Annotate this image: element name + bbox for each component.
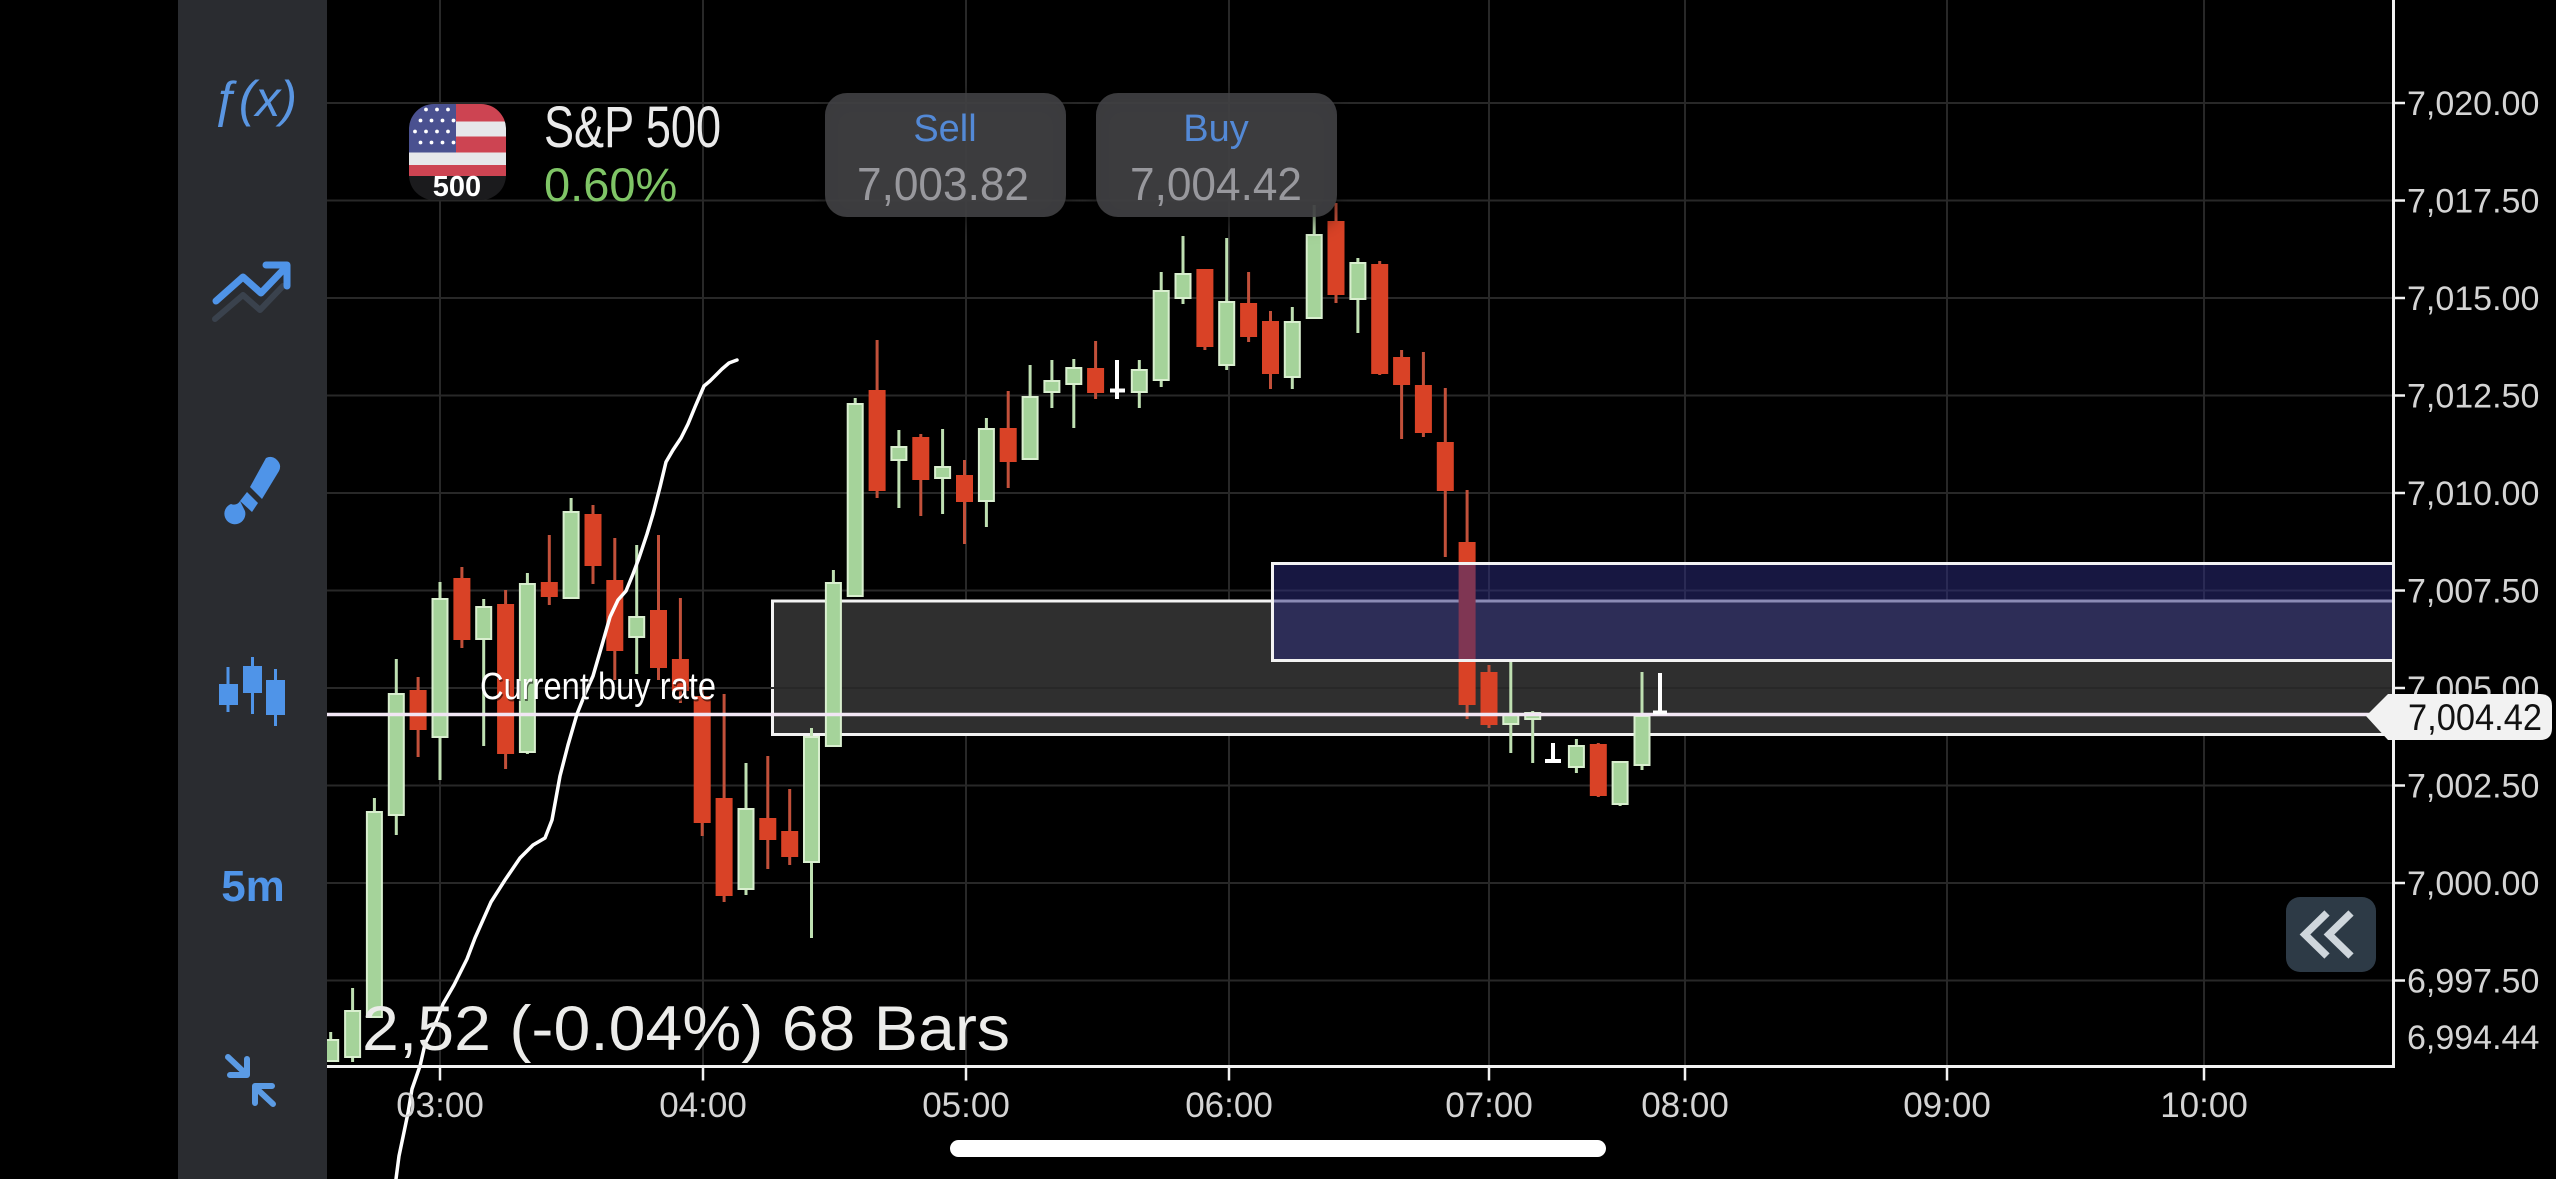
svg-text:6,994.44: 6,994.44 (2407, 1019, 2539, 1057)
svg-text:7,007.50: 7,007.50 (2407, 573, 2539, 611)
svg-text:10:00: 10:00 (2160, 1086, 2248, 1125)
svg-text:7,004.42: 7,004.42 (2408, 697, 2542, 738)
svg-text:7,010.00: 7,010.00 (2407, 475, 2539, 513)
svg-text:7,015.00: 7,015.00 (2407, 280, 2539, 318)
svg-text:5m: 5m (221, 862, 285, 911)
svg-text:06:00: 06:00 (1185, 1086, 1273, 1125)
svg-text:Sell: Sell (913, 108, 976, 150)
svg-text:07:00: 07:00 (1445, 1086, 1533, 1125)
svg-text:7,020.00: 7,020.00 (2407, 85, 2539, 123)
svg-text:Current buy rate: Current buy rate (480, 666, 716, 708)
svg-text:05:00: 05:00 (922, 1086, 1010, 1125)
svg-text:Buy: Buy (1183, 108, 1248, 150)
svg-text:7,002.50: 7,002.50 (2407, 768, 2539, 806)
svg-text:0.60%: 0.60% (544, 158, 677, 211)
svg-text:500: 500 (433, 171, 481, 203)
svg-text:Current buy rate: Current buy rate (481, 668, 717, 710)
svg-text:04:00: 04:00 (659, 1086, 747, 1125)
svg-text:09:00: 09:00 (1903, 1086, 1991, 1125)
svg-text:03:00: 03:00 (396, 1086, 484, 1125)
svg-text:7,012.50: 7,012.50 (2407, 378, 2539, 416)
svg-text:7,004.42: 7,004.42 (1130, 158, 1302, 210)
svg-text:7,017.50: 7,017.50 (2407, 183, 2539, 221)
svg-text:6,997.50: 6,997.50 (2407, 963, 2539, 1001)
svg-text:7,003.82: 7,003.82 (857, 158, 1029, 210)
svg-text:ƒ(x): ƒ(x) (211, 71, 297, 127)
svg-text:2,52 (-0.04%) 68 Bars: 2,52 (-0.04%) 68 Bars (362, 994, 1010, 1064)
svg-text:S&P 500: S&P 500 (544, 95, 721, 160)
svg-text:7,000.00: 7,000.00 (2407, 865, 2539, 903)
svg-text:08:00: 08:00 (1641, 1086, 1729, 1125)
